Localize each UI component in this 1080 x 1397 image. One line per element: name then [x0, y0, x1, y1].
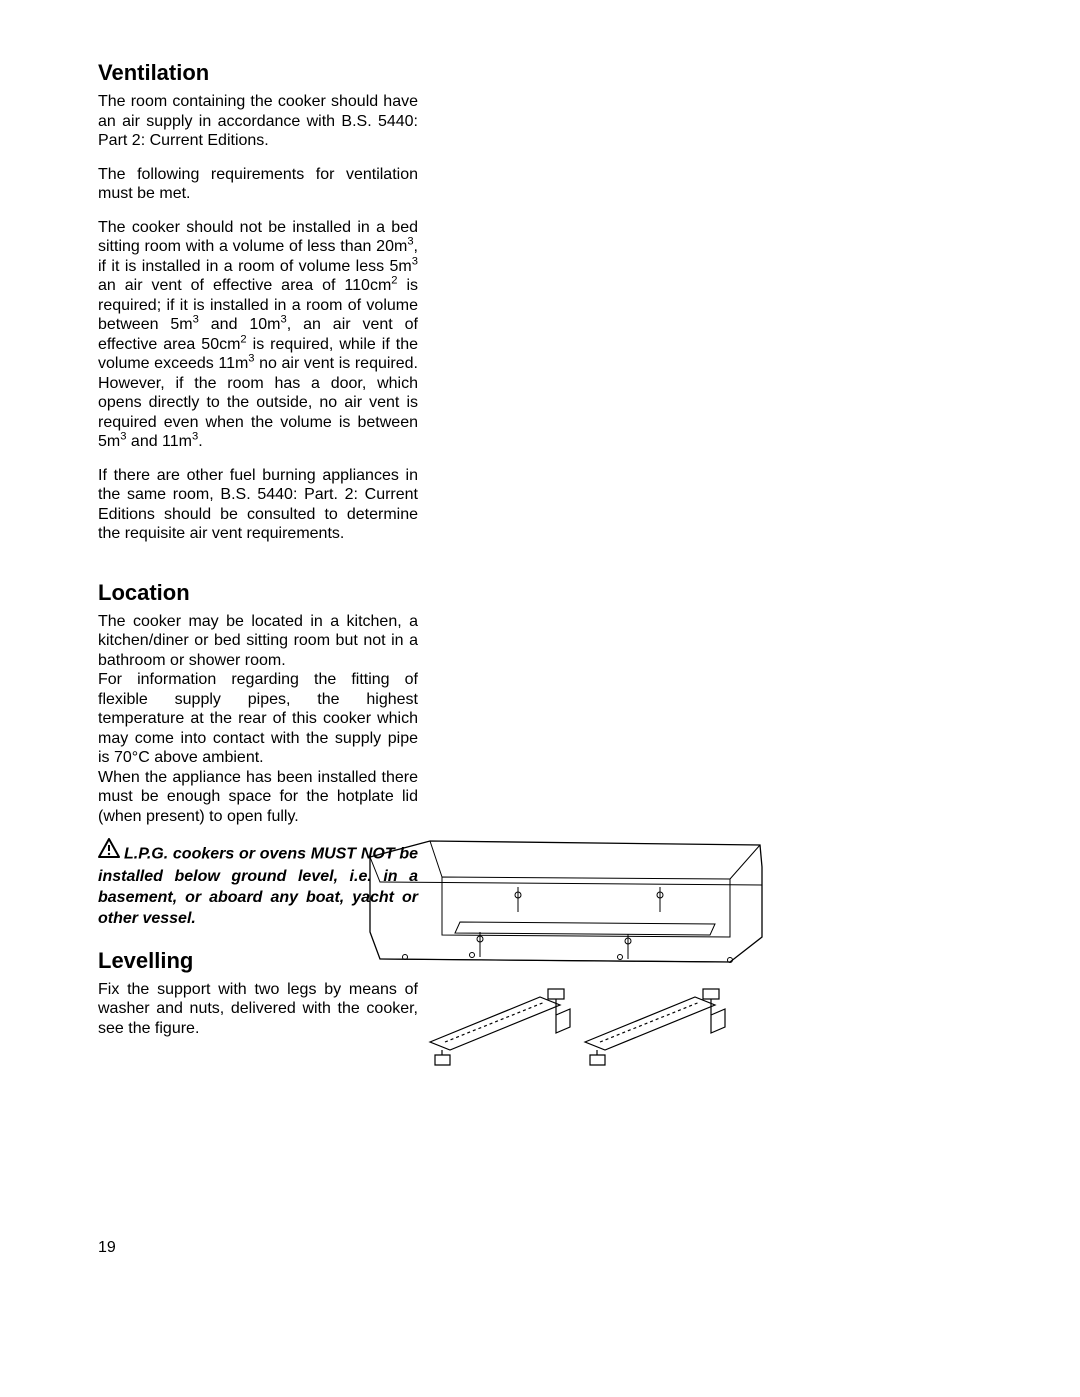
- ventilation-p3: The cooker should not be installed in a …: [98, 218, 418, 452]
- warning-icon: [98, 838, 120, 865]
- ventilation-p4: If there are other fuel burning applianc…: [98, 466, 418, 544]
- location-heading: Location: [98, 580, 418, 606]
- text-fragment: an air vent of effective area of 110cm: [98, 277, 391, 294]
- text-fragment: and 11m: [126, 433, 192, 450]
- ventilation-p1: The room containing the cooker should ha…: [98, 92, 418, 151]
- ventilation-p2: The following requirements for ventilati…: [98, 165, 418, 204]
- levelling-figure: [350, 837, 780, 1082]
- location-p3: When the appliance has been installed th…: [98, 768, 418, 827]
- text-fragment: The cooker should not be installed in a …: [98, 219, 418, 256]
- location-p1: The cooker may be located in a kitchen, …: [98, 612, 418, 671]
- document-page: Ventilation The room containing the cook…: [0, 0, 1080, 1397]
- page-number: 19: [98, 1239, 116, 1257]
- text-fragment: and 10m: [199, 316, 281, 333]
- location-p2: For information regarding the fitting of…: [98, 670, 418, 768]
- text-fragment: .: [198, 433, 202, 450]
- superscript: 3: [412, 255, 418, 267]
- ventilation-heading: Ventilation: [98, 60, 418, 86]
